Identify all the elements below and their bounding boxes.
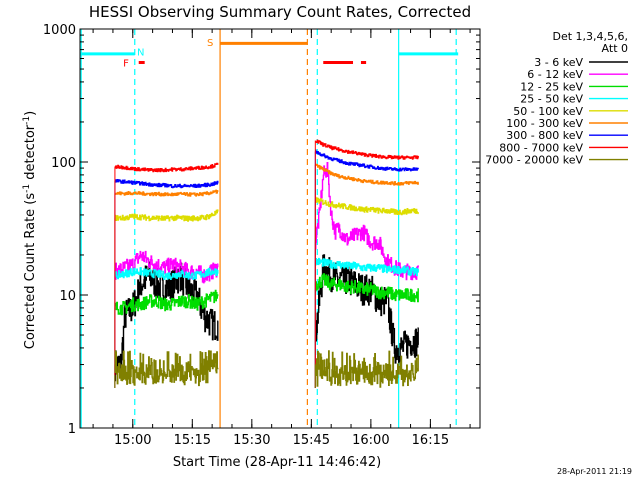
series-line: [315, 196, 419, 216]
series-line: [315, 257, 419, 277]
legend-label-6-12-kev: 6 - 12 keV: [527, 68, 583, 81]
series-line: [114, 189, 219, 197]
plot-frame: [79, 28, 481, 429]
plot-area: NF S: [79, 28, 481, 429]
series-7000-20000-kev: [114, 350, 419, 388]
series-line: [114, 289, 219, 316]
x-tick-label: 16:15: [412, 433, 449, 448]
series-line: [114, 250, 219, 284]
y-axis-label-main: Corrected Count Rate (s: [23, 193, 38, 350]
state-label-n: N: [137, 47, 144, 58]
series-line: [315, 350, 419, 388]
series-line: [114, 350, 219, 387]
legend-label-7000-20000-kev: 7000 - 20000 keV: [485, 154, 583, 167]
legend-header-line-1: Det 1,3,4,5,6,: [552, 30, 628, 43]
x-axis: 15:00 15:15 15:30 15:45 16:00 16:15: [92, 29, 471, 448]
annotation-labels: NF S: [123, 38, 213, 70]
legend-label-100-300-kev: 100 - 300 keV: [506, 117, 583, 130]
series-line: [315, 149, 419, 172]
y-tick-label: 10: [59, 289, 76, 304]
series-line: [315, 139, 419, 160]
y-axis-label: Corrected Count Rate (s-1 detector-1): [22, 111, 38, 349]
generation-timestamp: 28-Apr-2011 21:19: [557, 467, 632, 476]
state-label-f: F: [123, 58, 129, 69]
x-tick-label: 15:30: [233, 433, 270, 448]
legend-label-25-50-kev: 25 - 50 keV: [520, 93, 583, 106]
y-tick-label: 100: [51, 156, 76, 171]
x-tick-label: 16:00: [352, 433, 389, 448]
legend-header-line-2: Att 0: [602, 42, 628, 55]
series-line: [315, 163, 419, 186]
x-axis-label: Start Time (28-Apr-11 14:46:42): [173, 455, 381, 470]
series-line: [114, 209, 219, 222]
series-line: [114, 162, 219, 173]
y-axis-label-end: ): [23, 111, 38, 116]
series-line: [315, 273, 419, 303]
series-layer: [114, 139, 419, 388]
legend-label-3-6-kev: 3 - 6 keV: [534, 56, 583, 69]
legend-label-50-100-kev: 50 - 100 keV: [513, 105, 583, 118]
x-tick-label: 15:00: [114, 433, 151, 448]
instrument-state-bars: [80, 41, 459, 64]
y-tick-label: 1: [68, 422, 76, 437]
y-axis-label-sup-1: -1: [22, 184, 32, 193]
x-tick-label: 15:15: [174, 433, 211, 448]
series-line: [114, 267, 219, 280]
y-axis-label-sup-2: -1: [22, 116, 32, 125]
legend-label-12-25-kev: 12 - 25 keV: [520, 80, 583, 93]
y-axis-label-mid: detector: [23, 124, 38, 184]
legend-label-800-7000-kev: 800 - 7000 keV: [499, 141, 583, 154]
legend-label-300-800-kev: 300 - 800 keV: [506, 129, 583, 142]
x-tick-label: 15:45: [293, 433, 330, 448]
series-line: [114, 179, 219, 189]
y-axis: 1 10 100 1000: [43, 23, 480, 437]
y-tick-label: 1000: [43, 23, 76, 38]
chart-title: HESSI Observing Summary Count Rates, Cor…: [89, 3, 471, 21]
state-label-s: S: [207, 38, 213, 49]
